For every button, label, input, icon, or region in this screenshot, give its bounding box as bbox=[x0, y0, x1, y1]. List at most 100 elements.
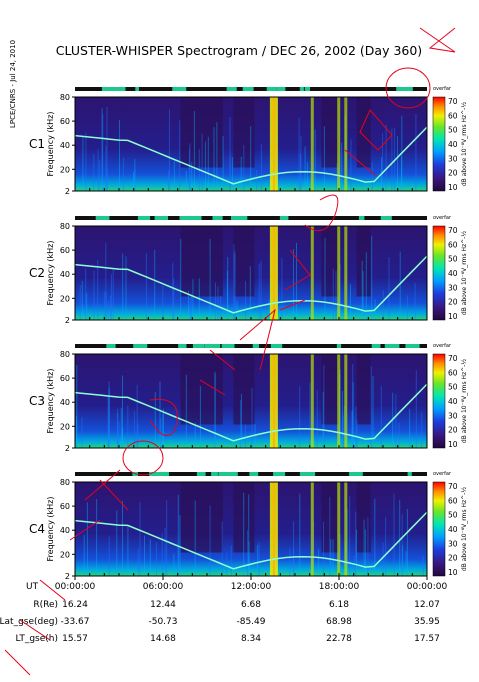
y-tick-label: 80 bbox=[60, 350, 70, 359]
status-segment bbox=[137, 216, 151, 220]
peak-emission-line bbox=[272, 482, 275, 576]
low-intensity-region bbox=[356, 482, 371, 553]
emission-streak bbox=[99, 159, 101, 191]
colorbar-label: dB above 10⁻⁸V_rms Hz^-½ bbox=[461, 359, 468, 444]
colorbar-tick-label: 70 bbox=[448, 354, 458, 363]
emission-streak bbox=[243, 492, 245, 576]
status-segment bbox=[276, 87, 286, 91]
ephemeris-value: 16.24 bbox=[62, 600, 88, 610]
emission-streak bbox=[229, 117, 231, 191]
colorbar-tick-label: 30 bbox=[448, 411, 458, 420]
emission-streak bbox=[103, 291, 105, 320]
emission-streak bbox=[108, 536, 110, 576]
emission-line bbox=[344, 97, 348, 191]
emission-line bbox=[310, 354, 314, 448]
status-segment bbox=[135, 87, 139, 91]
emission-streak bbox=[355, 406, 357, 448]
emission-streak bbox=[257, 544, 259, 576]
emission-streak bbox=[299, 386, 301, 448]
low-intensity-region bbox=[321, 226, 339, 297]
time-axis: UT 00:00:00 06:00:00 12:00:00 18:00:00 00:00:… bbox=[26, 576, 447, 592]
emission-streak bbox=[342, 415, 344, 448]
emission-streak bbox=[110, 274, 112, 320]
emission-streak bbox=[85, 268, 87, 320]
emission-streak bbox=[394, 127, 396, 191]
y-axis-label: Frequency (kHz) bbox=[46, 497, 55, 562]
emission-streak bbox=[393, 493, 395, 576]
status-segment bbox=[405, 344, 420, 348]
emission-streak bbox=[216, 122, 218, 191]
emission-streak bbox=[122, 157, 124, 191]
y-axis-label: Frequency (kHz) bbox=[46, 241, 55, 306]
emission-streak bbox=[240, 400, 242, 448]
emission-streak bbox=[361, 260, 363, 320]
y-axis-label: Frequency (kHz) bbox=[46, 369, 55, 434]
low-intensity-region bbox=[180, 482, 223, 553]
colorbar-tick-label: 40 bbox=[448, 397, 458, 406]
status-segment bbox=[384, 344, 398, 348]
emission-streak bbox=[215, 282, 216, 320]
watermark-ellipse-1 bbox=[385, 67, 431, 109]
emission-streak bbox=[81, 280, 83, 320]
emission-streak bbox=[251, 387, 253, 448]
emission-streak bbox=[139, 501, 141, 576]
x-tick-label: 06:00:00 bbox=[143, 582, 184, 592]
colorbar-tick-label: 60 bbox=[448, 496, 458, 505]
y-tick-label: 80 bbox=[60, 478, 70, 487]
status-segment bbox=[336, 344, 342, 348]
emission-streak bbox=[352, 364, 354, 448]
emission-streak bbox=[250, 126, 252, 191]
emission-streak bbox=[405, 551, 407, 576]
emission-streak bbox=[324, 237, 326, 320]
status-segment bbox=[349, 472, 363, 476]
y-tick-label: 60 bbox=[60, 117, 70, 126]
low-intensity-region bbox=[356, 354, 371, 425]
low-intensity-region bbox=[180, 97, 223, 168]
emission-streak bbox=[177, 494, 179, 576]
status-segment bbox=[221, 344, 235, 348]
y-tick-label: 20 bbox=[60, 165, 70, 174]
low-intensity-region bbox=[321, 354, 339, 425]
y-tick-label: 2 bbox=[65, 187, 70, 196]
status-segment bbox=[212, 216, 223, 220]
status-segment bbox=[382, 216, 388, 220]
spectrogram-panels: C1 Frequency (kHz)806040202overfar7060504… bbox=[29, 86, 468, 581]
emission-streak bbox=[254, 424, 256, 448]
panel-c2: C2 Frequency (kHz) 80 60 40 20 2 overfar 70 60 50 4… bbox=[29, 215, 468, 325]
emission-streak bbox=[117, 408, 119, 448]
emission-streak bbox=[108, 390, 110, 448]
emission-streak bbox=[309, 382, 311, 448]
figure-title: CLUSTER-WHISPER Spectrogram / DEC 26, 20… bbox=[56, 43, 422, 58]
emission-streak bbox=[83, 534, 85, 576]
emission-streak bbox=[120, 407, 122, 448]
ephemeris-value: 12.07 bbox=[414, 600, 440, 610]
colorbar-tick-label: 40 bbox=[448, 140, 458, 149]
emission-streak bbox=[177, 546, 179, 576]
emission-streak bbox=[214, 373, 216, 448]
emission-streak bbox=[227, 257, 229, 320]
ephemeris-row-label: Lat_gse(deg) bbox=[0, 617, 58, 627]
emission-streak bbox=[79, 285, 81, 320]
emission-streak bbox=[76, 364, 78, 448]
emission-line bbox=[337, 482, 341, 576]
emission-streak bbox=[134, 159, 136, 191]
status-segment bbox=[133, 344, 148, 348]
ephemeris-row-label: R(Re) bbox=[33, 600, 58, 610]
emission-streak bbox=[351, 410, 353, 448]
colorbar-tick-label: 10 bbox=[448, 183, 458, 192]
emission-streak bbox=[189, 297, 191, 320]
emission-streak bbox=[243, 144, 245, 191]
emission-streak bbox=[364, 529, 366, 576]
emission-streak bbox=[323, 521, 324, 576]
low-intensity-region bbox=[233, 226, 255, 297]
status-segment bbox=[193, 344, 205, 348]
emission-streak bbox=[221, 521, 223, 576]
emission-streak bbox=[341, 142, 343, 191]
emission-streak bbox=[209, 505, 211, 576]
colorbar-tag: overfar bbox=[433, 343, 452, 349]
emission-streak bbox=[116, 510, 118, 576]
emission-streak bbox=[352, 382, 354, 448]
emission-streak bbox=[96, 499, 98, 576]
emission-streak bbox=[330, 539, 332, 576]
peak-emission-line bbox=[272, 97, 275, 191]
